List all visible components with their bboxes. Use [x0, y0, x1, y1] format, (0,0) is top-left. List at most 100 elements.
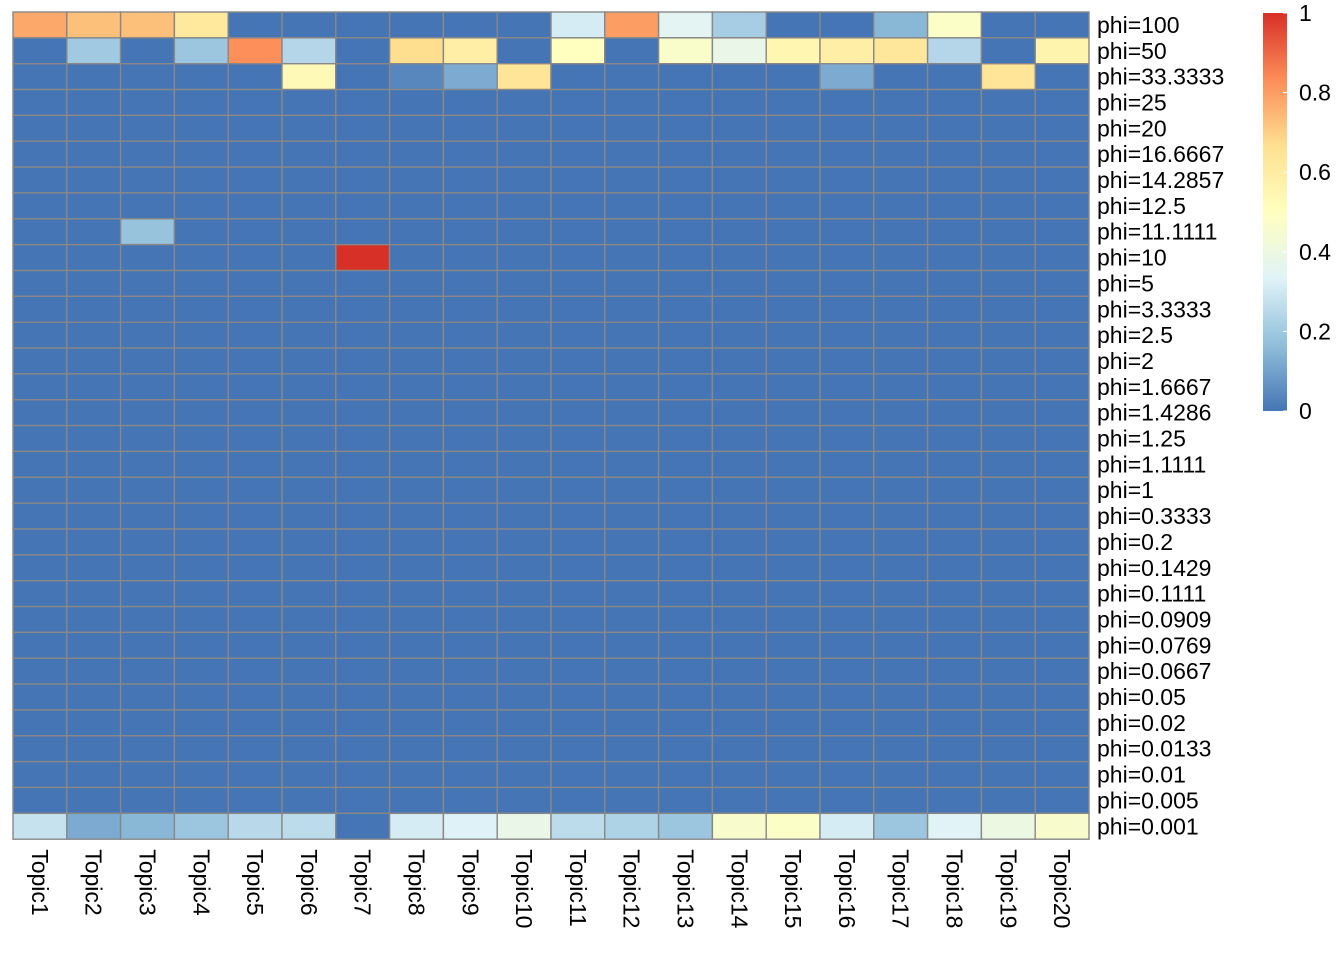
heatmap-cell [335, 683, 391, 711]
heatmap-cell [281, 528, 337, 556]
column-label: Topic15 [780, 849, 806, 928]
heatmap-cell [765, 114, 821, 142]
heatmap-cell [442, 735, 498, 763]
heatmap-cell [442, 347, 498, 375]
heatmap-cell [980, 683, 1036, 711]
heatmap-cell [442, 243, 498, 272]
heatmap-cell [66, 243, 122, 272]
heatmap-cell [873, 735, 929, 763]
heatmap-cell [980, 295, 1036, 323]
heatmap-cell [496, 321, 552, 349]
heatmap-cell [335, 37, 391, 65]
heatmap-cell [173, 554, 229, 582]
heatmap-cell [765, 166, 821, 194]
row-label: phi=16.6667 [1097, 141, 1224, 167]
row-labels: phi=100phi=50phi=33.3333phi=25phi=20phi=… [1097, 12, 1224, 839]
heatmap-cell [66, 399, 122, 427]
heatmap-cell [388, 63, 445, 91]
heatmap-cell [1034, 192, 1090, 220]
heatmap-cell [173, 243, 229, 272]
heatmap-cells [12, 11, 1090, 840]
row-label: phi=1.6667 [1097, 374, 1211, 400]
heatmap-cell [819, 709, 875, 737]
heatmap-cell [550, 347, 606, 375]
heatmap-cell [227, 373, 283, 401]
heatmap-cell [657, 114, 714, 142]
heatmap-cell [980, 114, 1036, 142]
heatmap-cell [335, 269, 391, 298]
heatmap-cell [66, 605, 122, 634]
heatmap-cell [873, 114, 929, 142]
heatmap-cell [819, 476, 875, 504]
heatmap-cell [119, 683, 176, 711]
heatmap-cell [335, 11, 391, 39]
heatmap-cell [388, 114, 445, 142]
heatmap-cell [66, 683, 122, 711]
heatmap-cell [66, 424, 122, 453]
heatmap-cell [980, 812, 1036, 840]
heatmap-cell [657, 243, 714, 272]
heatmap-cell [335, 605, 391, 634]
heatmap-cell [873, 218, 929, 246]
heatmap-cell [604, 631, 660, 659]
heatmap-cell [496, 192, 552, 220]
row-label: phi=50 [1097, 38, 1167, 64]
heatmap-cell [227, 218, 283, 246]
heatmap-cell [173, 528, 229, 556]
heatmap-cell [388, 295, 445, 323]
row-label: phi=1.1111 [1097, 451, 1206, 477]
heatmap-cell [12, 786, 68, 815]
heatmap-cell [496, 140, 552, 168]
heatmap-cell [926, 11, 983, 39]
heatmap-cell [496, 554, 552, 582]
heatmap-cell [657, 760, 714, 789]
row-label: phi=1.25 [1097, 426, 1186, 452]
heatmap-cell [281, 683, 337, 711]
heatmap-cell [281, 631, 337, 659]
heatmap-cell [604, 580, 660, 608]
heatmap-cell [980, 554, 1036, 582]
heatmap-cell [281, 580, 337, 608]
heatmap-cell [281, 140, 337, 168]
heatmap-cell [980, 11, 1036, 39]
heatmap-cell [496, 657, 552, 685]
heatmap-cell [980, 399, 1036, 427]
heatmap-cell [765, 605, 821, 634]
heatmap-cell [496, 760, 552, 789]
heatmap-cell [550, 88, 606, 117]
heatmap-cell [66, 373, 122, 401]
heatmap-cell [442, 114, 498, 142]
heatmap-cell [12, 709, 68, 737]
heatmap-cell [335, 528, 391, 556]
heatmap-cell [604, 218, 660, 246]
heatmap-cell [388, 786, 445, 815]
heatmap-cell [926, 554, 983, 582]
heatmap-cell [442, 657, 498, 685]
heatmap-cell [873, 631, 929, 659]
heatmap-cell [819, 321, 875, 349]
heatmap-cell [388, 321, 445, 349]
heatmap-cell [711, 347, 767, 375]
heatmap-cell [442, 218, 498, 246]
column-label: Topic7 [350, 849, 376, 915]
heatmap-cell [281, 295, 337, 323]
heatmap-cell [281, 166, 337, 194]
column-label: Topic20 [1049, 849, 1075, 928]
heatmap-cell [819, 11, 875, 39]
heatmap-cell [227, 605, 283, 634]
heatmap-cell [12, 321, 68, 349]
heatmap-cell [66, 37, 122, 65]
heatmap-cell [227, 760, 283, 789]
heatmap-cell [980, 347, 1036, 375]
heatmap-cell [926, 528, 983, 556]
heatmap-cell [496, 683, 552, 711]
heatmap-cell [819, 786, 875, 815]
heatmap-cell [12, 192, 68, 220]
heatmap-cell [550, 321, 606, 349]
heatmap-cell [442, 528, 498, 556]
heatmap-cell [119, 786, 176, 815]
column-label: Topic3 [135, 849, 161, 915]
heatmap-cell [550, 424, 606, 453]
column-labels: Topic1 Topic2 Topic3 Topic4 Topic5 Topic6 Topi… [27, 849, 1075, 928]
heatmap-cell [604, 709, 660, 737]
